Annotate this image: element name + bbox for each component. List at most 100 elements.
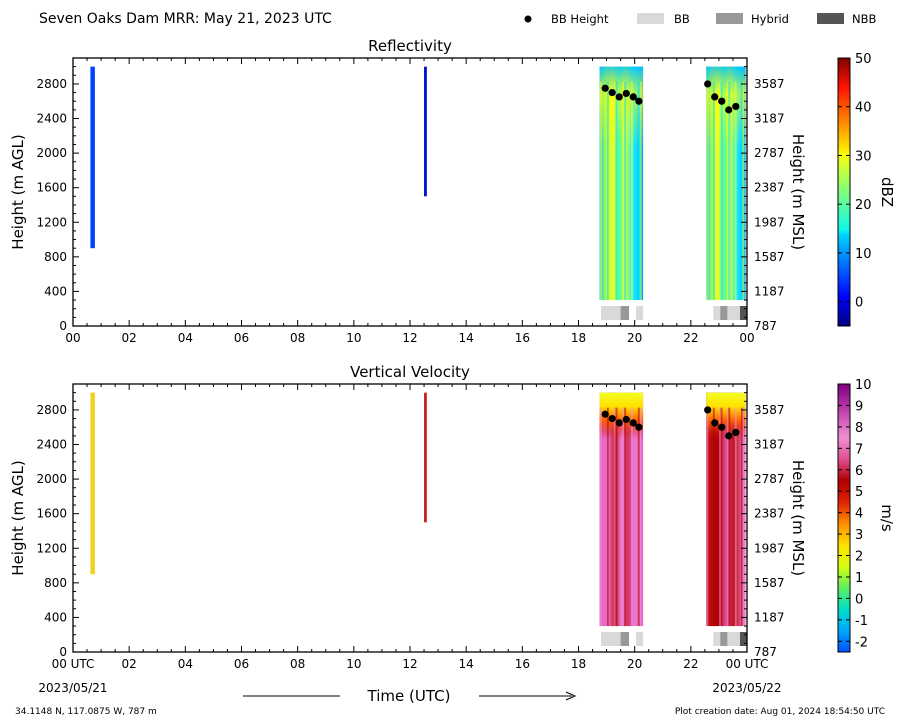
plot-frame [72, 383, 748, 653]
echo-streak [637, 81, 640, 301]
legend-nbb-swatch [817, 13, 844, 24]
echo-streak [726, 407, 729, 627]
data-area [90, 392, 746, 627]
echo-streak [742, 407, 745, 627]
start-date-label: 2023/05/21 [38, 681, 107, 695]
x-tick-label: 00 UTC [52, 657, 95, 671]
x-tick-label: 16 [515, 331, 530, 345]
band-type-segment [620, 306, 630, 320]
bb-height-point [711, 419, 719, 427]
echo-streak [734, 407, 737, 627]
echo-streak [639, 407, 642, 627]
bb-height-point [629, 419, 637, 427]
band-type-segment [720, 306, 728, 320]
echo-streak [622, 81, 625, 301]
echo-streak [622, 407, 625, 627]
bb-height-point [704, 80, 712, 88]
colorbar-tick-label: 10 [855, 378, 872, 393]
echo-region [90, 66, 95, 249]
bb-height-point [718, 97, 726, 105]
echo-region [90, 392, 95, 575]
plot-frame [72, 57, 748, 327]
echo-streak [606, 81, 609, 301]
bb-height-point [608, 414, 616, 423]
bb-height-point [732, 428, 740, 437]
bb-height-point [718, 423, 726, 431]
x-tick-label: 08 [290, 657, 305, 671]
y-tick-label-right: 1187 [754, 610, 785, 624]
echo-streak [728, 407, 731, 627]
y-tick-label: 2800 [36, 403, 67, 417]
colorbar [837, 383, 851, 653]
colorbar-tick-label: 50 [855, 52, 872, 67]
x-tick-label: 06 [234, 657, 249, 671]
y-tick-label: 0 [59, 645, 67, 659]
y-tick-label: 2000 [36, 146, 67, 160]
x-tick-label: 00 [739, 331, 754, 345]
colorbar-tick-label: 9 [855, 399, 863, 414]
x-tick-label: 10 [346, 657, 361, 671]
x-tick-label: 18 [571, 657, 586, 671]
y-tick-label: 800 [44, 576, 67, 590]
x-tick-label: 04 [178, 331, 193, 345]
echo-streak [613, 407, 616, 627]
echo-streak [720, 407, 723, 627]
colorbar-tick-label: 1 [855, 571, 863, 586]
x-tick-label: 00 UTC [726, 657, 769, 671]
x-tick-label: 20 [627, 657, 642, 671]
echo-streak [613, 81, 616, 301]
band-type-segment [636, 306, 644, 320]
y-axis-label: Height (m AGL) [9, 134, 27, 249]
colorbar-tick-label: -1 [855, 614, 868, 629]
y-tick-label-right: 787 [754, 645, 777, 659]
y-tick-label-right: 2387 [754, 507, 785, 521]
colorbar-tick-label: 8 [855, 421, 863, 436]
y-tick-label: 2400 [36, 438, 67, 452]
end-date-label: 2023/05/22 [712, 681, 781, 695]
echo-streak [615, 81, 618, 301]
echo-streak [706, 407, 709, 627]
site-coordinates: 34.1148 N, 117.0875 W, 787 m [15, 707, 157, 717]
y-tick-label-right: 1987 [754, 541, 785, 555]
y-tick-label: 1600 [36, 181, 67, 195]
bb-height-point [725, 432, 733, 440]
y-axis-label-right: Height (m MSL) [789, 134, 807, 250]
y-tick-label: 2400 [36, 112, 67, 126]
colorbar-tick-label: 0 [855, 296, 863, 311]
y-tick-label-right: 1587 [754, 576, 785, 590]
y-tick-label: 800 [44, 250, 67, 264]
echo-streak [637, 407, 640, 627]
y-tick-label: 0 [59, 319, 67, 333]
legend-bb-height-marker [524, 15, 532, 23]
y-tick-label-right: 2787 [754, 472, 785, 486]
bb-height-point [635, 97, 643, 105]
colorbar-tick-label: 3 [855, 528, 863, 543]
echo-streak [719, 407, 722, 627]
band-type-segment [739, 306, 747, 320]
legend-label-bb-height: BB Height [551, 12, 609, 26]
panel-title: Vertical Velocity [350, 363, 470, 381]
bb-height-point [601, 84, 609, 92]
y-tick-label-right: 3587 [754, 77, 785, 91]
legend-bb-swatch [637, 13, 664, 24]
y-tick-label-right: 3187 [754, 112, 785, 126]
echo-streak [741, 81, 744, 301]
echo-streak [728, 81, 731, 301]
y-tick-label-right: 1187 [754, 284, 785, 298]
bb-height-point [622, 89, 630, 98]
legend-hybrid-swatch [716, 13, 743, 24]
band-type-segment [720, 632, 728, 646]
data-area [90, 66, 746, 301]
colorbar-tick-label: 20 [855, 198, 872, 213]
x-tick-label: 02 [122, 657, 137, 671]
y-tick-label-right: 787 [754, 319, 777, 333]
legend-label-bb: BB [674, 12, 690, 26]
echo-streak [712, 81, 715, 301]
legend: BB Height BB Hybrid NBB [524, 12, 876, 26]
bb-height-point [725, 106, 733, 114]
echo-streak [742, 81, 745, 301]
y-tick-label-right: 3187 [754, 438, 785, 452]
y-tick-label: 1200 [36, 541, 67, 555]
colorbar-tick-label: -2 [855, 635, 868, 650]
y-tick-label-right: 3587 [754, 403, 785, 417]
